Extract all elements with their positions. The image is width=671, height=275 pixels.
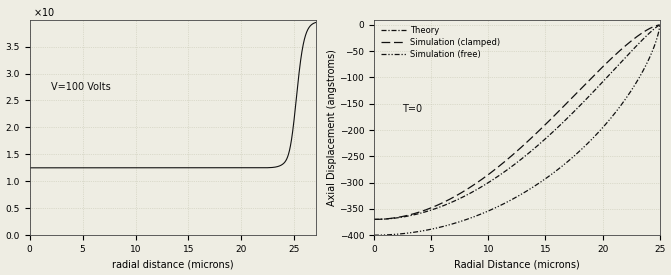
Simulation (clamped) — [598, 66, 606, 69]
Simulation (clamped) — [566, 98, 574, 101]
Theory — [598, 81, 606, 84]
Theory — [485, 180, 493, 183]
X-axis label: Radial Distance (microns): Radial Distance (microns) — [454, 259, 580, 270]
Simulation (free) — [370, 233, 378, 237]
X-axis label: radial distance (microns): radial distance (microns) — [112, 259, 234, 270]
Text: V=100 Volts: V=100 Volts — [51, 82, 111, 92]
Theory — [496, 174, 504, 177]
Y-axis label: Axial Displacement (angstroms): Axial Displacement (angstroms) — [327, 49, 337, 206]
Line: Simulation (free): Simulation (free) — [374, 25, 660, 235]
Line: Simulation (clamped): Simulation (clamped) — [374, 25, 660, 219]
Simulation (free) — [598, 127, 606, 130]
Legend: Theory, Simulation (clamped), Simulation (free): Theory, Simulation (clamped), Simulation… — [378, 24, 503, 62]
Text: T=0: T=0 — [403, 104, 423, 114]
Theory — [566, 114, 574, 117]
Simulation (clamped) — [592, 71, 601, 74]
Simulation (free) — [656, 23, 664, 27]
Simulation (free) — [592, 133, 601, 136]
Simulation (clamped) — [370, 218, 378, 221]
Simulation (clamped) — [399, 215, 407, 218]
Simulation (free) — [496, 204, 504, 207]
Line: Theory: Theory — [374, 25, 660, 219]
Simulation (free) — [399, 232, 407, 235]
Theory — [656, 23, 664, 27]
Simulation (clamped) — [656, 23, 664, 27]
Simulation (clamped) — [496, 164, 504, 167]
Theory — [399, 215, 407, 219]
Theory — [592, 86, 601, 90]
Theory — [370, 218, 378, 221]
Simulation (free) — [485, 209, 493, 212]
Simulation (free) — [566, 158, 574, 161]
Text: $\times$10: $\times$10 — [32, 6, 54, 18]
Simulation (clamped) — [485, 172, 493, 175]
